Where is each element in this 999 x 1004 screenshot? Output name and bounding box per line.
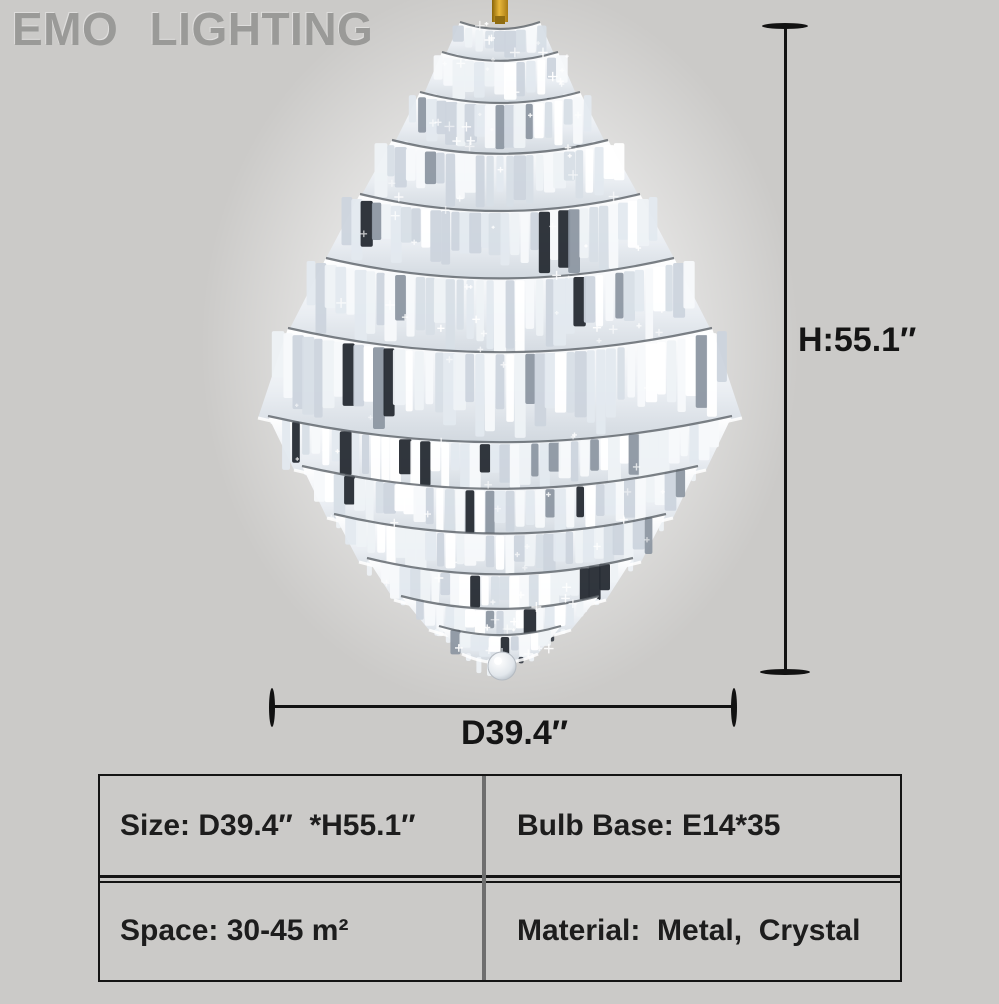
spec-table-row-divider [100, 875, 900, 883]
spec-material: Material: Metal, Crystal [517, 914, 861, 947]
diameter-dimension-cap-right [731, 688, 737, 727]
spec-table-row-2: Space: 30-45 m² Material: Metal, Crystal [100, 883, 900, 979]
spec-space: Space: 30-45 m² [120, 914, 349, 947]
spec-bulb-base: Bulb Base: E14*35 [517, 808, 781, 842]
height-dimension-line [784, 26, 787, 672]
spec-table-column-divider [482, 776, 486, 980]
spec-table-row-1: Size: D39.4″ *H55.1″ Bulb Base: E14*35 [100, 776, 900, 875]
height-dimension-cap-top [762, 23, 808, 29]
diameter-dimension-cap-left [269, 688, 275, 727]
height-dimension-cap-bottom [760, 669, 810, 675]
spec-size: Size: D39.4″ *H55.1″ [120, 808, 416, 842]
spec-table: Size: D39.4″ *H55.1″ Bulb Base: E14*35 S… [98, 774, 902, 982]
brand-logo: EMO LIGHTING [12, 3, 374, 55]
diameter-dimension-label: D39.4″ [461, 714, 569, 752]
height-dimension-label: H:55.1″ [798, 321, 917, 359]
diameter-dimension-line [271, 705, 733, 708]
